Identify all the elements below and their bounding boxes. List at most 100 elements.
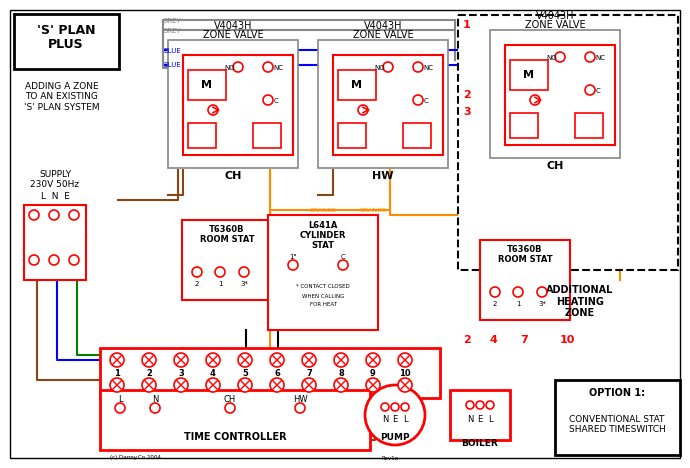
- Circle shape: [366, 378, 380, 392]
- Text: C: C: [341, 254, 346, 260]
- Text: 10: 10: [400, 368, 411, 378]
- Bar: [188, 70, 226, 100]
- Circle shape: [585, 85, 595, 95]
- Text: TIME CONTROLLER: TIME CONTROLLER: [184, 432, 286, 442]
- Text: HW: HW: [372, 171, 394, 181]
- Text: 3*: 3*: [240, 281, 248, 287]
- Text: ORANGE: ORANGE: [310, 208, 337, 213]
- Circle shape: [29, 210, 39, 220]
- Text: V4043H: V4043H: [535, 11, 574, 21]
- Bar: [338, 70, 376, 100]
- Text: L: L: [403, 416, 407, 424]
- Bar: [183, 55, 293, 155]
- Text: BOILER: BOILER: [462, 439, 498, 447]
- Text: CH: CH: [546, 161, 564, 171]
- Circle shape: [302, 378, 316, 392]
- Circle shape: [288, 260, 298, 270]
- Text: 6: 6: [274, 368, 280, 378]
- Text: L  N  E: L N E: [41, 192, 70, 201]
- Text: C: C: [596, 88, 601, 94]
- Text: ROOM STAT: ROOM STAT: [497, 255, 552, 263]
- Text: 2: 2: [493, 301, 497, 307]
- Circle shape: [413, 62, 423, 72]
- Text: 9: 9: [370, 368, 376, 378]
- Bar: [253, 123, 281, 148]
- Bar: [333, 55, 443, 155]
- Circle shape: [233, 62, 243, 72]
- Text: BLUE: BLUE: [163, 62, 181, 68]
- Text: WHEN CALLING: WHEN CALLING: [302, 293, 344, 299]
- Bar: [100, 390, 370, 450]
- Circle shape: [225, 403, 235, 413]
- Text: BLUE: BLUE: [163, 48, 181, 54]
- Bar: [403, 123, 431, 148]
- Text: 8: 8: [338, 368, 344, 378]
- Text: 1: 1: [114, 368, 120, 378]
- Bar: [100, 348, 440, 398]
- Text: L641A: L641A: [308, 220, 337, 229]
- Text: 1": 1": [289, 254, 297, 260]
- Text: 7: 7: [306, 368, 312, 378]
- Text: 1: 1: [218, 281, 222, 287]
- Text: GREY: GREY: [163, 28, 181, 34]
- Text: N: N: [467, 416, 473, 424]
- Bar: [555, 380, 680, 455]
- Circle shape: [263, 95, 273, 105]
- Circle shape: [215, 267, 225, 277]
- Text: SUPPLY
230V 50Hz: SUPPLY 230V 50Hz: [30, 170, 79, 190]
- Text: 4: 4: [490, 335, 498, 345]
- Text: ZONE VALVE: ZONE VALVE: [353, 30, 413, 40]
- Text: 2: 2: [463, 90, 471, 100]
- Text: PUMP: PUMP: [380, 432, 410, 441]
- Text: 4: 4: [210, 368, 216, 378]
- Text: N: N: [382, 416, 388, 424]
- Circle shape: [69, 255, 79, 265]
- Text: 3*: 3*: [538, 301, 546, 307]
- Circle shape: [365, 385, 425, 445]
- Circle shape: [302, 353, 316, 367]
- Circle shape: [391, 403, 399, 411]
- Text: PLUS: PLUS: [48, 37, 83, 51]
- Bar: [450, 390, 510, 440]
- Circle shape: [208, 105, 218, 115]
- Text: NO: NO: [225, 65, 235, 71]
- Circle shape: [69, 210, 79, 220]
- Text: E: E: [393, 416, 397, 424]
- Text: C: C: [274, 98, 279, 104]
- Bar: [510, 60, 548, 90]
- Circle shape: [413, 95, 423, 105]
- Circle shape: [142, 378, 156, 392]
- Text: M: M: [524, 70, 535, 80]
- Text: T6360B: T6360B: [209, 226, 245, 234]
- Circle shape: [486, 401, 494, 409]
- Circle shape: [110, 353, 124, 367]
- Circle shape: [115, 403, 125, 413]
- Text: ZONE VALVE: ZONE VALVE: [524, 20, 585, 30]
- Circle shape: [585, 52, 595, 62]
- Circle shape: [192, 267, 202, 277]
- Bar: [268, 215, 378, 330]
- Bar: [168, 40, 298, 168]
- Bar: [510, 113, 538, 138]
- Text: CONVENTIONAL STAT
SHARED TIMESWITCH: CONVENTIONAL STAT SHARED TIMESWITCH: [569, 415, 665, 434]
- Bar: [24, 205, 86, 280]
- Circle shape: [358, 105, 368, 115]
- Circle shape: [49, 255, 59, 265]
- Circle shape: [29, 255, 39, 265]
- Circle shape: [239, 267, 249, 277]
- Text: L: L: [118, 395, 122, 404]
- Text: 5: 5: [242, 368, 248, 378]
- Text: T6360B: T6360B: [507, 246, 543, 255]
- Circle shape: [490, 287, 500, 297]
- Text: M: M: [201, 80, 213, 90]
- Text: NC: NC: [273, 65, 283, 71]
- Circle shape: [366, 353, 380, 367]
- Text: 'S' PLAN: 'S' PLAN: [37, 23, 95, 37]
- Circle shape: [513, 287, 523, 297]
- Text: HW: HW: [293, 395, 307, 404]
- Circle shape: [555, 52, 565, 62]
- Circle shape: [150, 403, 160, 413]
- Text: * CONTACT CLOSED: * CONTACT CLOSED: [296, 285, 350, 290]
- Circle shape: [398, 353, 412, 367]
- Text: ADDITIONAL
HEATING
ZONE: ADDITIONAL HEATING ZONE: [546, 285, 613, 318]
